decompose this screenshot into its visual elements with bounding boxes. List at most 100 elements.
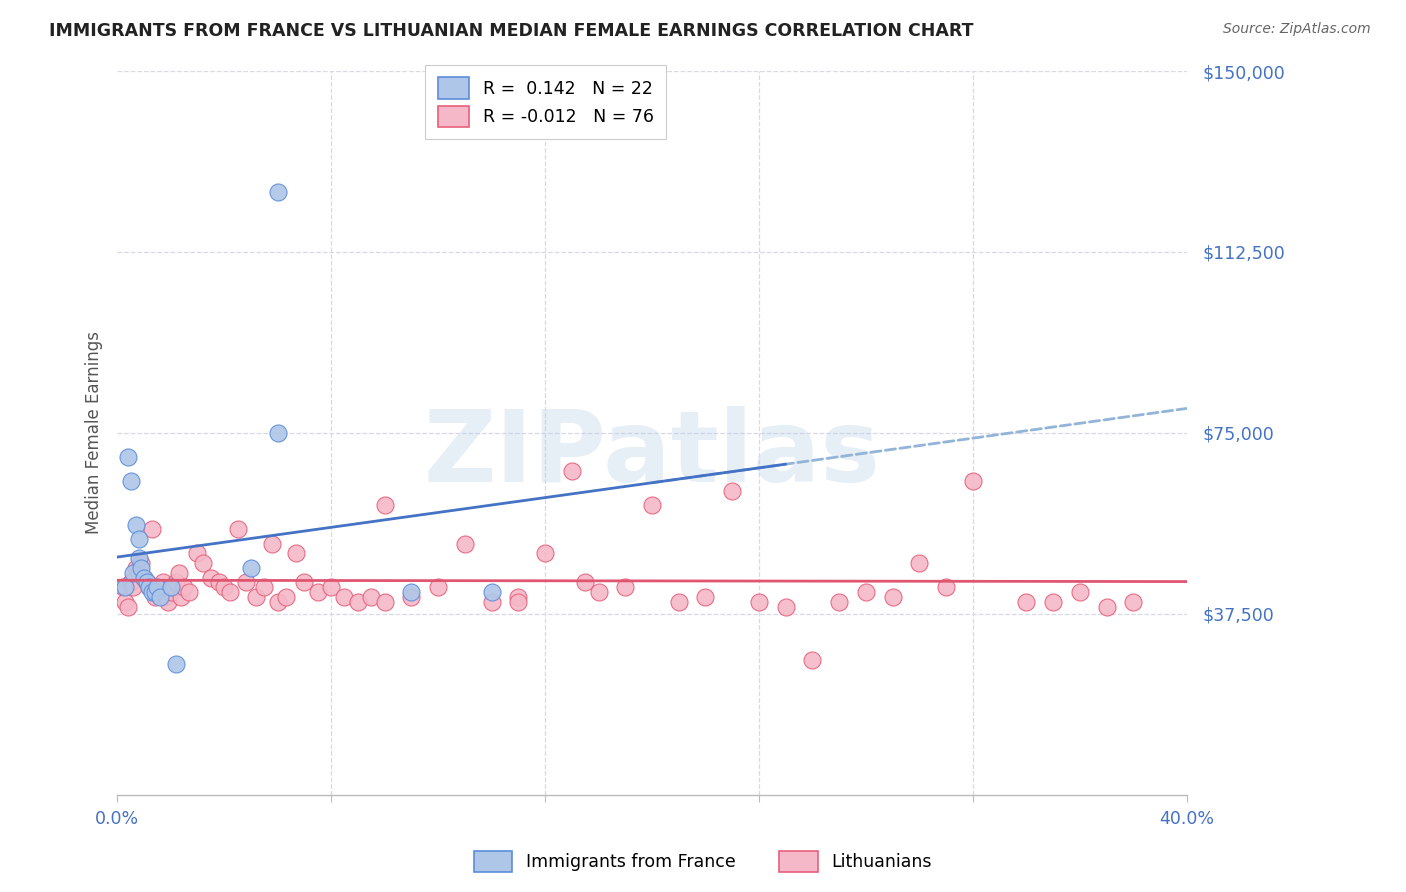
Point — [146, 580, 169, 594]
Point — [962, 474, 984, 488]
Point — [508, 595, 530, 609]
Point — [561, 465, 583, 479]
Point — [146, 580, 169, 594]
Point — [235, 575, 257, 590]
Point — [266, 595, 288, 609]
Point — [143, 585, 166, 599]
Point — [721, 483, 744, 498]
Point — [1095, 599, 1118, 614]
Point — [266, 185, 288, 199]
Point — [212, 580, 235, 594]
Point — [138, 580, 160, 594]
Point — [200, 571, 222, 585]
Y-axis label: Median Female Earnings: Median Female Earnings — [86, 331, 103, 534]
Point — [801, 652, 824, 666]
Point — [935, 580, 957, 594]
Text: IMMIGRANTS FROM FRANCE VS LITHUANIAN MEDIAN FEMALE EARNINGS CORRELATION CHART: IMMIGRANTS FROM FRANCE VS LITHUANIAN MED… — [49, 22, 974, 40]
Point — [141, 585, 163, 599]
Point — [855, 585, 877, 599]
Point — [253, 580, 276, 594]
Point — [748, 595, 770, 609]
Point — [1015, 595, 1038, 609]
Point — [120, 474, 142, 488]
Legend: R =  0.142   N = 22, R = -0.012   N = 76: R = 0.142 N = 22, R = -0.012 N = 76 — [426, 65, 666, 139]
Point — [668, 595, 690, 609]
Point — [360, 590, 382, 604]
Point — [374, 498, 396, 512]
Point — [156, 595, 179, 609]
Point — [132, 571, 155, 585]
Point — [481, 585, 503, 599]
Point — [1069, 585, 1091, 599]
Point — [125, 561, 148, 575]
Point — [401, 585, 423, 599]
Point — [321, 580, 343, 594]
Point — [125, 517, 148, 532]
Point — [114, 580, 136, 594]
Point — [159, 585, 181, 599]
Point — [191, 556, 214, 570]
Point — [307, 585, 329, 599]
Point — [508, 590, 530, 604]
Point — [374, 595, 396, 609]
Point — [427, 580, 450, 594]
Point — [588, 585, 610, 599]
Point — [173, 580, 195, 594]
Point — [828, 595, 851, 609]
Point — [266, 425, 288, 440]
Point — [882, 590, 904, 604]
Point — [159, 580, 181, 594]
Point — [149, 590, 172, 604]
Point — [129, 561, 152, 575]
Point — [574, 575, 596, 590]
Point — [274, 590, 297, 604]
Point — [262, 537, 284, 551]
Point — [454, 537, 477, 551]
Point — [401, 590, 423, 604]
Legend: Immigrants from France, Lithuanians: Immigrants from France, Lithuanians — [467, 844, 939, 879]
Point — [695, 590, 717, 604]
Point — [347, 595, 370, 609]
Point — [162, 580, 184, 594]
Point — [128, 566, 150, 580]
Point — [120, 575, 142, 590]
Point — [138, 580, 160, 594]
Point — [117, 599, 139, 614]
Point — [122, 580, 145, 594]
Point — [218, 585, 240, 599]
Point — [143, 590, 166, 604]
Point — [534, 546, 557, 560]
Point — [128, 551, 150, 566]
Point — [245, 590, 267, 604]
Point — [481, 595, 503, 609]
Point — [1042, 595, 1064, 609]
Point — [292, 575, 315, 590]
Point — [285, 546, 308, 560]
Point — [614, 580, 637, 594]
Text: ZIPatlas: ZIPatlas — [423, 406, 880, 503]
Point — [226, 522, 249, 536]
Point — [775, 599, 797, 614]
Point — [165, 657, 187, 672]
Point — [117, 450, 139, 464]
Point — [141, 522, 163, 536]
Point — [1122, 595, 1144, 609]
Point — [152, 575, 174, 590]
Point — [333, 590, 356, 604]
Point — [167, 566, 190, 580]
Point — [908, 556, 931, 570]
Point — [186, 546, 208, 560]
Point — [208, 575, 231, 590]
Point — [132, 571, 155, 585]
Point — [155, 590, 177, 604]
Point — [239, 561, 262, 575]
Point — [165, 575, 187, 590]
Point — [128, 532, 150, 546]
Point — [179, 585, 201, 599]
Point — [129, 556, 152, 570]
Point — [170, 590, 193, 604]
Point — [122, 566, 145, 580]
Point — [641, 498, 664, 512]
Point — [135, 575, 157, 590]
Point — [114, 595, 136, 609]
